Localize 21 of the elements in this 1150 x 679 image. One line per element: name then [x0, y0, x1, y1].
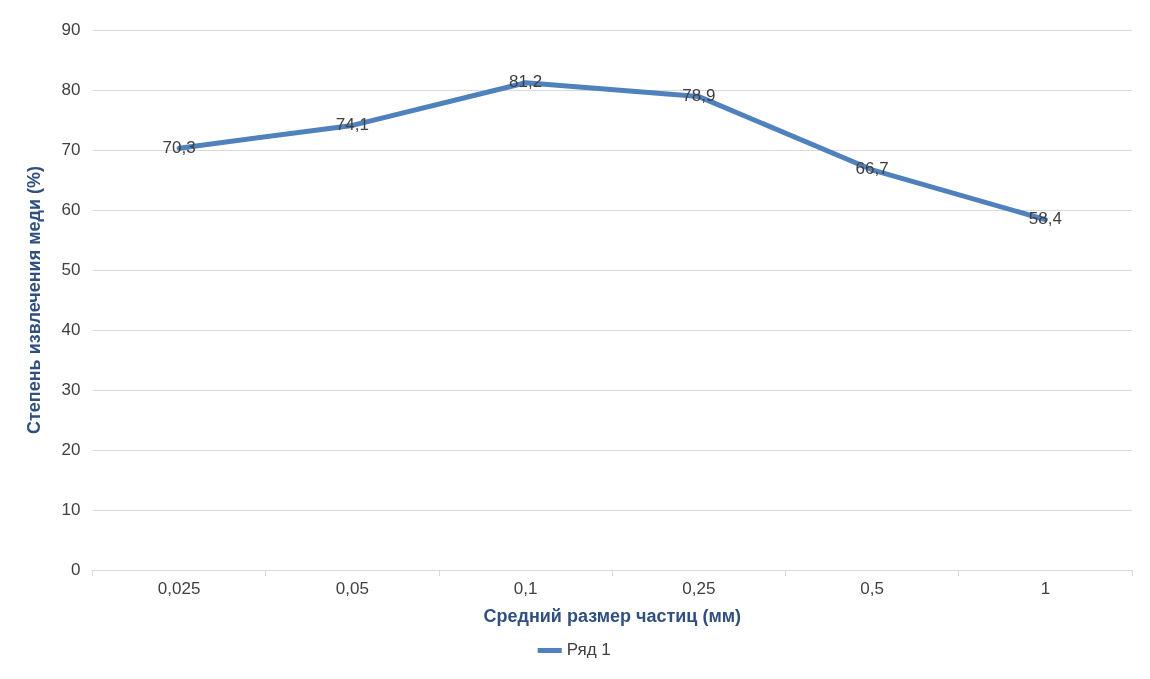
legend-label: Ряд 1 [566, 640, 611, 660]
y-tick-label: 50 [61, 259, 81, 279]
x-tick-label: 0,05 [335, 578, 369, 598]
y-axis-title: Степень извлечения меди (%) [23, 166, 44, 434]
y-tick-label: 60 [61, 199, 81, 219]
x-tick-label: 0,5 [860, 578, 884, 598]
data-label: 58,4 [1028, 209, 1062, 229]
y-tick-label: 0 [71, 559, 81, 579]
x-axis-title: Средний размер частиц (мм) [483, 606, 742, 627]
y-tick-label: 10 [61, 499, 81, 519]
x-tick-label: 0,1 [513, 578, 538, 598]
y-tick-label: 40 [61, 319, 81, 339]
x-tick-label: 0,025 [157, 578, 201, 598]
data-label: 70,3 [162, 137, 196, 157]
x-tick-label: 0,25 [682, 578, 716, 598]
x-tick-label: 1 [1040, 578, 1051, 598]
y-tick-label: 70 [61, 139, 81, 159]
y-tick-label: 30 [61, 379, 81, 399]
y-tick-label: 90 [61, 19, 81, 39]
y-tick-label: 80 [61, 79, 81, 99]
y-tick-label: 20 [61, 439, 81, 459]
